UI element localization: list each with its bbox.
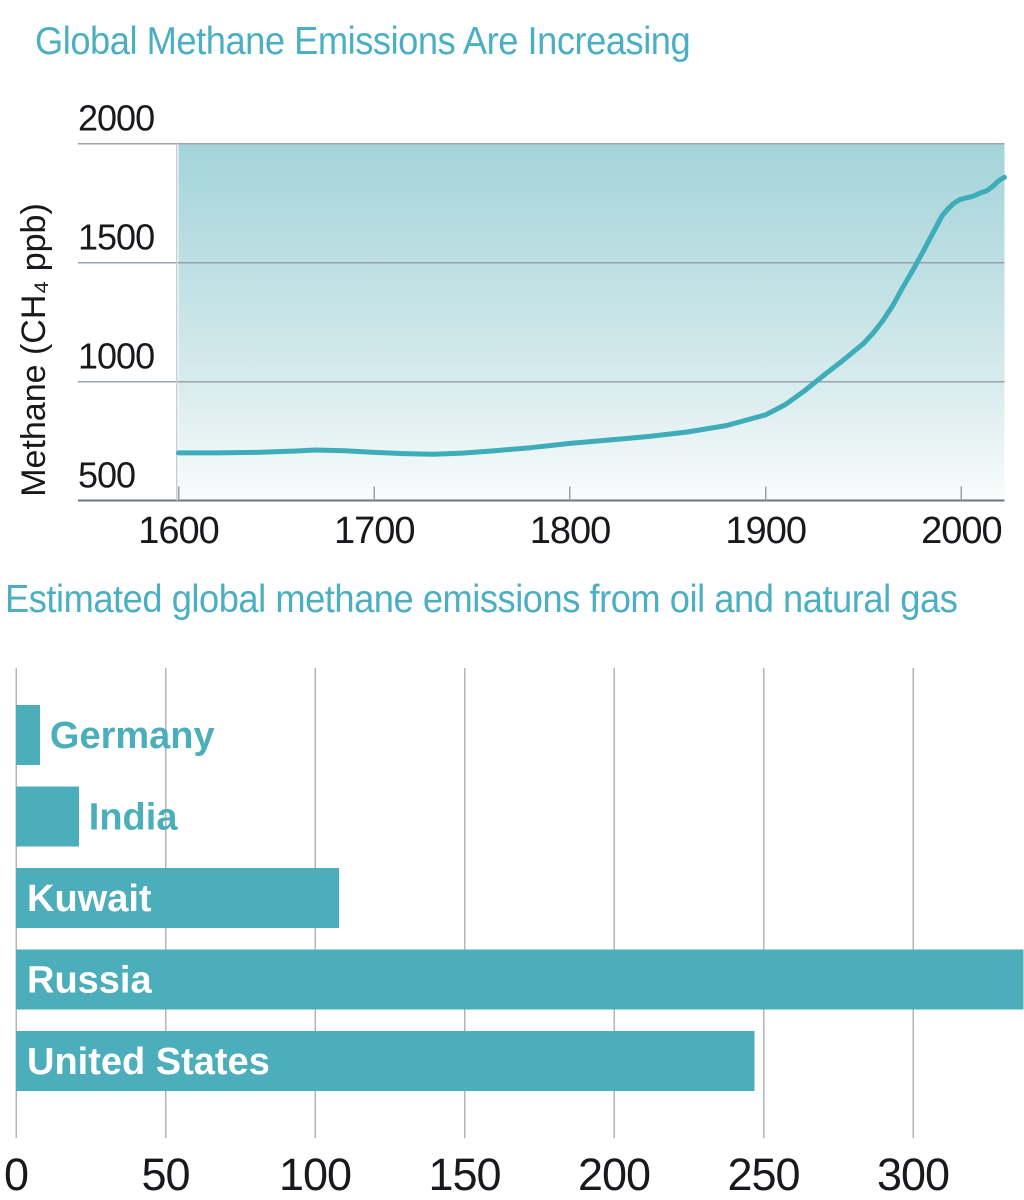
y-tick-label: 1000 xyxy=(78,336,154,377)
methane-line-series xyxy=(176,174,1007,457)
bar-label: Kuwait xyxy=(27,878,152,920)
bar-x-tick-label: 0 xyxy=(4,1149,28,1200)
y-tick-label: 2000 xyxy=(78,98,154,139)
x-tick-label: 1900 xyxy=(725,510,806,552)
y-axis-title: Methane (CH₄ ppb) xyxy=(15,203,53,497)
bar-kuwait xyxy=(16,868,339,928)
x-tick-label: 1800 xyxy=(530,510,611,552)
bar-label: India xyxy=(89,797,179,839)
bar-x-tick-label: 200 xyxy=(578,1149,650,1200)
x-tick-label: 1600 xyxy=(138,510,219,552)
bar-united-states xyxy=(16,1031,755,1091)
y-tick-label: 500 xyxy=(78,455,135,496)
bar-x-tick-label: 50 xyxy=(141,1149,189,1200)
bar-russia xyxy=(16,949,1024,1010)
bar-chart-title: Estimated global methane emissions from … xyxy=(5,578,958,621)
bar-x-tick-label: 300 xyxy=(877,1149,949,1200)
bar-x-tick-label: 100 xyxy=(279,1149,351,1200)
bar-label: Russia xyxy=(27,960,152,1002)
bar-x-tick-label: 150 xyxy=(428,1149,500,1200)
bar-india xyxy=(16,786,79,847)
line-chart-title: Global Methane Emissions Are Increasing xyxy=(35,20,691,63)
bar-label: United States xyxy=(27,1041,270,1083)
bar-x-tick-label: 250 xyxy=(727,1149,799,1200)
bar-label: Germany xyxy=(50,715,215,757)
bar-germany xyxy=(16,705,40,765)
x-tick-label: 1700 xyxy=(334,510,415,552)
y-tick-label: 1500 xyxy=(78,217,154,258)
x-tick-label: 2000 xyxy=(921,510,1002,552)
